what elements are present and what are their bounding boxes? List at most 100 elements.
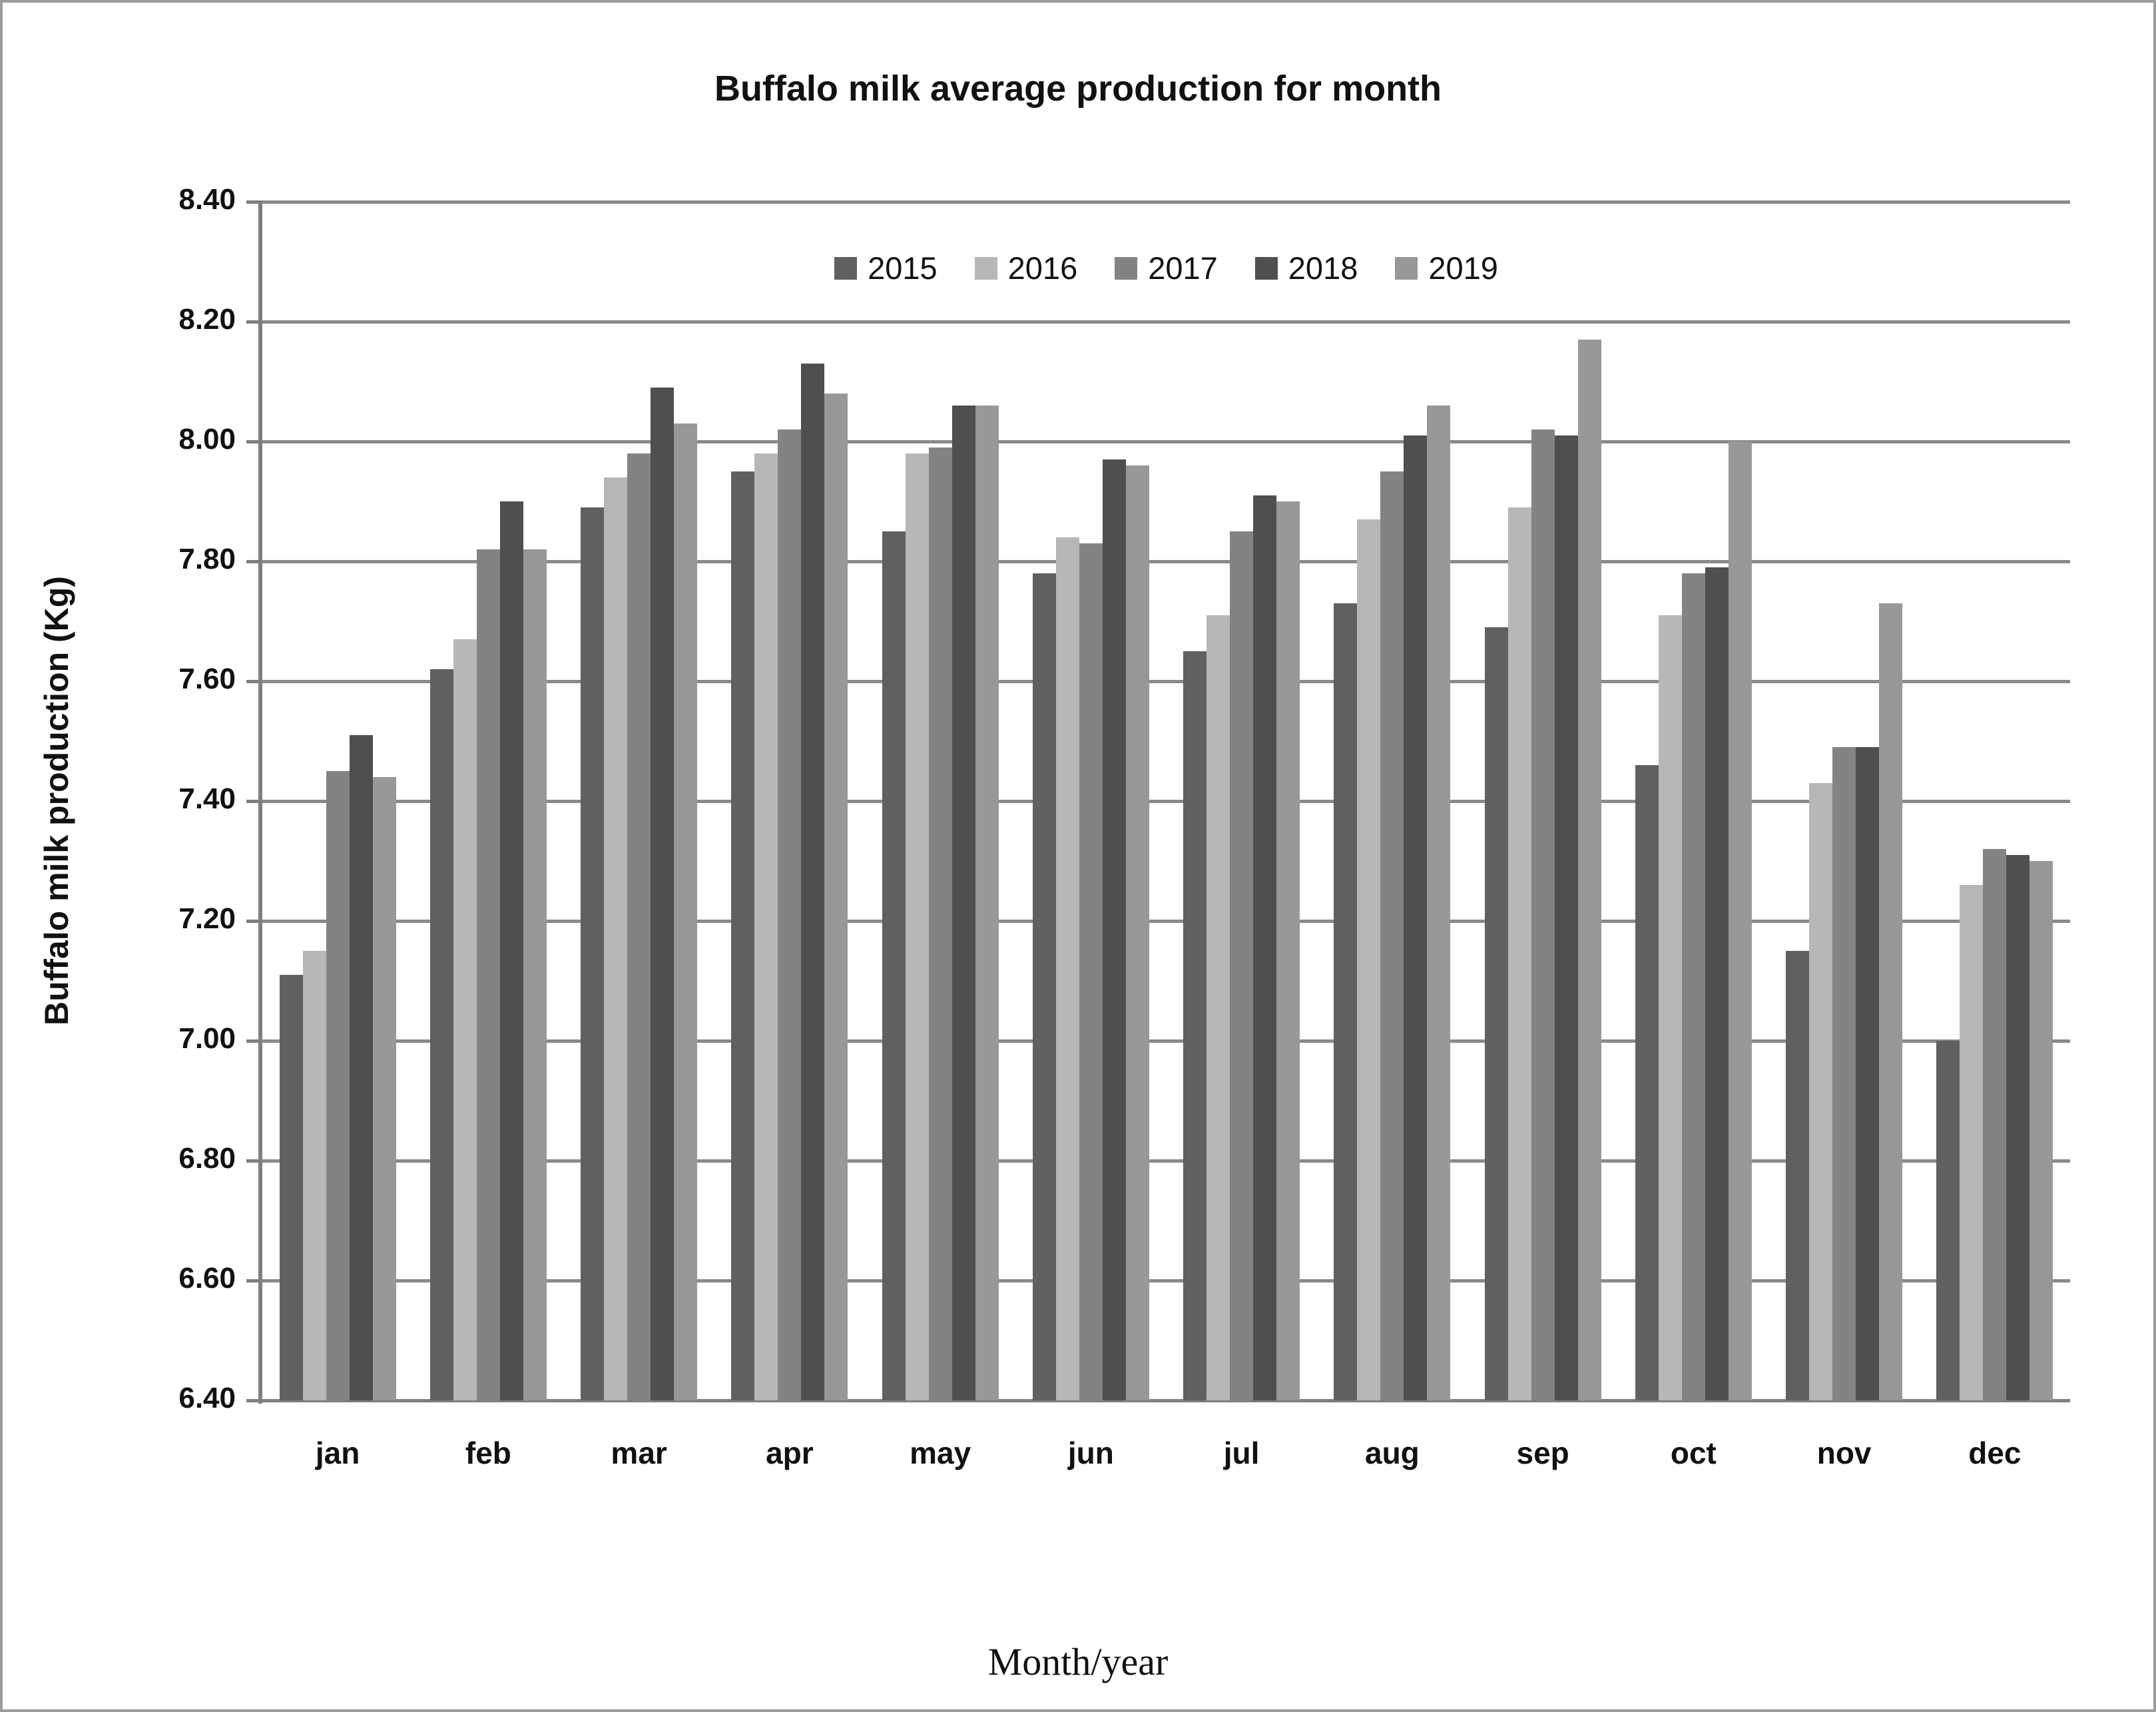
y-tick-label-7.40: 7.40 [178,782,236,815]
bar-jul-2019 [1276,501,1300,1400]
gridline-8.00 [262,440,2070,443]
legend-label-2017: 2017 [1148,250,1218,286]
y-tick-mark-7.00 [246,1039,262,1043]
bar-jul-2016 [1207,615,1230,1400]
bar-oct-2016 [1658,615,1682,1400]
x-tick-label-aug: aug [1364,1436,1420,1470]
bar-dec-2016 [1960,885,1984,1400]
gridline-7.00 [262,1039,2070,1043]
legend-item-2017: 2017 [1115,250,1218,286]
legend-item-2016: 2016 [974,250,1078,286]
plot-area: 2015 2016 2017 2018 2019 [258,200,2070,1404]
legend-label-2018: 2018 [1288,250,1358,286]
bar-apr-2015 [731,471,755,1400]
x-tick-label-dec: dec [1968,1436,2021,1470]
bar-dec-2015 [1936,1041,1960,1400]
bar-feb-2016 [453,639,477,1400]
gridline-8.20 [262,320,2070,324]
bar-sep-2019 [1577,340,1601,1400]
bar-jul-2015 [1183,651,1207,1400]
gridline-7.20 [262,920,2070,923]
legend-label-2015: 2015 [868,250,938,286]
bar-oct-2017 [1681,573,1705,1400]
legend-swatch-2017 [1115,256,1138,280]
legend-swatch-2019 [1395,256,1418,280]
bar-mar-2017 [627,453,651,1400]
x-tick-label-nov: nov [1816,1436,1872,1470]
bar-dec-2019 [2029,861,2053,1400]
bar-nov-2016 [1809,783,1833,1400]
y-tick-label-6.40: 6.40 [178,1382,236,1414]
bar-sep-2016 [1507,507,1531,1400]
legend: 2015 2016 2017 2018 2019 [262,250,2070,286]
bar-aug-2015 [1334,603,1358,1400]
legend-swatch-2016 [974,256,997,280]
x-tick-label-oct: oct [1670,1436,1717,1470]
bar-sep-2017 [1531,429,1555,1400]
y-tick-mark-7.60 [246,680,262,683]
gridline-7.80 [262,560,2070,563]
bar-jun-2016 [1055,537,1079,1400]
x-tick-label-apr: apr [766,1436,814,1470]
legend-label-2019: 2019 [1428,250,1498,286]
bar-feb-2018 [499,501,523,1400]
legend-swatch-2018 [1254,256,1278,280]
bar-jan-2016 [302,951,326,1400]
gridline-8.40 [262,200,2070,204]
bar-nov-2017 [1832,747,1856,1400]
x-tick-label-feb: feb [465,1436,511,1470]
bar-dec-2018 [2006,855,2030,1400]
bar-aug-2016 [1357,519,1381,1400]
y-tick-mark-7.20 [246,920,262,923]
y-tick-label-6.60: 6.60 [178,1262,236,1294]
bar-mar-2019 [674,424,698,1400]
bar-apr-2018 [801,364,825,1400]
x-tick-label-jun: jun [1067,1436,1114,1470]
bar-may-2015 [882,531,906,1400]
y-tick-mark-6.80 [246,1159,262,1163]
bar-aug-2018 [1404,435,1428,1400]
bar-may-2017 [928,447,952,1400]
y-tick-label-8.40: 8.40 [178,183,236,216]
y-tick-label-8.20: 8.20 [178,303,236,336]
y-tick-label-8.00: 8.00 [178,423,236,455]
bar-jan-2015 [279,975,303,1400]
bar-feb-2015 [429,669,453,1400]
bar-may-2016 [905,453,929,1400]
gridline-7.40 [262,800,2070,803]
y-tick-mark-7.40 [246,800,262,803]
bar-jun-2018 [1102,459,1126,1400]
y-tick-label-7.00: 7.00 [178,1022,236,1055]
bar-nov-2019 [1879,603,1903,1400]
gridline-7.60 [262,680,2070,683]
bar-apr-2016 [754,453,778,1400]
bar-mar-2018 [651,388,674,1400]
bar-jun-2017 [1079,543,1103,1400]
x-axis-title: Month/year [987,1640,1169,1683]
bar-aug-2017 [1380,471,1404,1400]
legend-label-2016: 2016 [1007,250,1078,286]
x-tick-label-jul: jul [1223,1436,1260,1470]
bar-oct-2015 [1635,765,1659,1400]
x-tick-label-may: may [910,1436,971,1470]
gridline-6.60 [262,1279,2070,1283]
gridline-6.40 [262,1399,2070,1402]
legend-item-2015: 2015 [834,250,938,286]
x-tick-label-jan: jan [315,1436,360,1470]
y-tick-label-6.80: 6.80 [178,1142,236,1175]
bar-jul-2017 [1230,531,1254,1400]
y-tick-mark-8.20 [246,320,262,324]
bar-mar-2016 [604,477,628,1400]
y-tick-label-7.60: 7.60 [178,663,236,695]
legend-item-2019: 2019 [1395,250,1498,286]
y-tick-mark-7.80 [246,560,262,563]
bar-oct-2019 [1728,441,1752,1400]
y-tick-mark-6.60 [246,1279,262,1283]
bar-jul-2018 [1253,495,1277,1400]
bar-feb-2017 [476,549,500,1400]
bar-dec-2017 [1983,849,2007,1400]
bar-apr-2017 [778,429,802,1400]
legend-swatch-2015 [834,256,858,280]
bar-nov-2015 [1786,951,1810,1400]
